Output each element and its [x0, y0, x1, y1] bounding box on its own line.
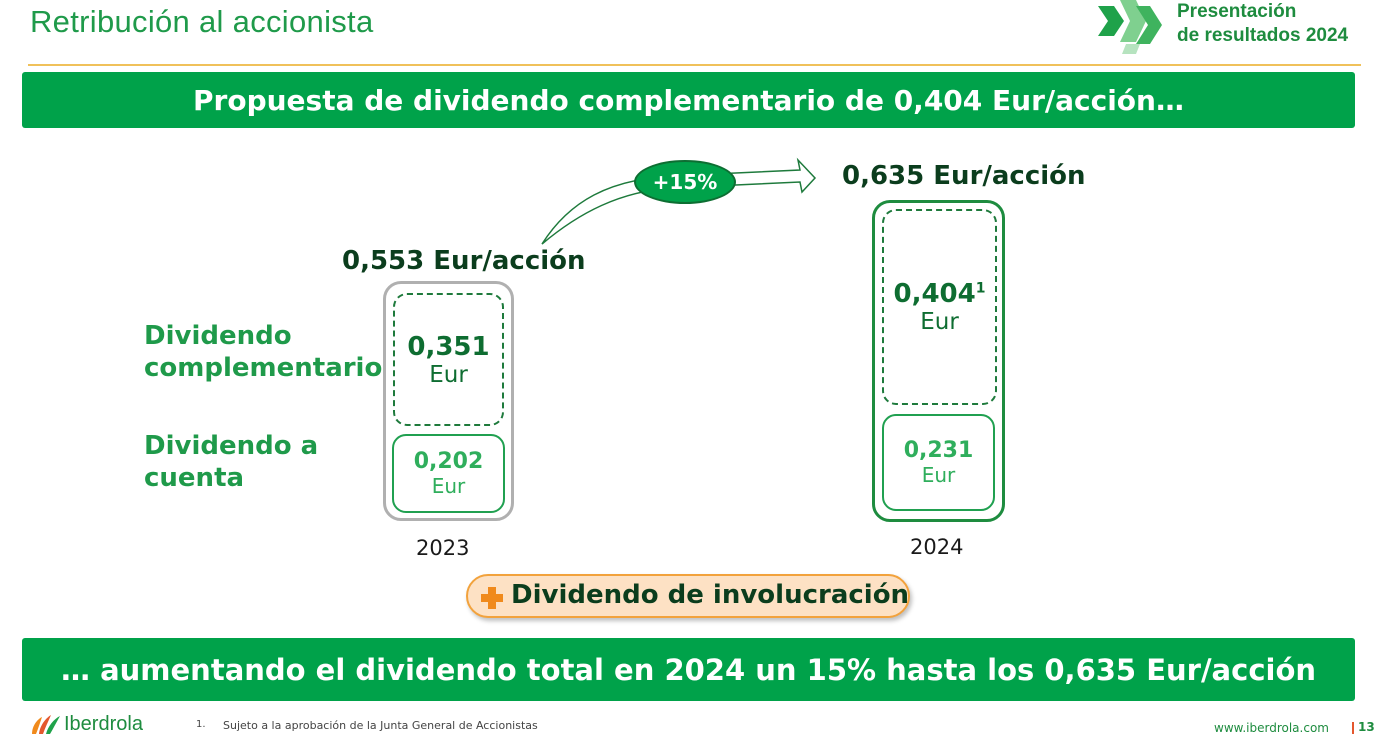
a-cuenta-box-2024: 0,231 Eur — [882, 414, 995, 511]
total-2024: 0,635 Eur/acción — [842, 161, 1086, 191]
involucracion-label: Dividendo de involucración — [511, 580, 910, 610]
page-title: Retribución al accionista — [30, 4, 374, 39]
legend-a-cuenta-line1: Dividendo a — [144, 431, 319, 461]
complementario-number-2024: 0,404 — [893, 279, 976, 309]
involucracion-pill: Dividendo de involucración — [466, 574, 910, 618]
leaf-logo-icon — [32, 715, 60, 734]
growth-arrow-icon — [541, 157, 817, 245]
total-2023: 0,553 Eur/acción — [342, 246, 586, 276]
logo-wordmark: Iberdrola — [64, 712, 143, 734]
page-divider — [1352, 722, 1354, 734]
complementario-box-2024: 0,4041 Eur — [882, 209, 997, 405]
complementario-unit-2023: Eur — [429, 361, 468, 388]
legend-a-cuenta-line2: cuenta — [144, 463, 245, 493]
website-link[interactable]: www.iberdrola.com — [1214, 721, 1329, 734]
legend-a-cuenta: Dividendo a cuenta — [144, 430, 318, 494]
legend-complementario-line2: complementario — [144, 353, 383, 383]
header-divider — [28, 64, 1361, 66]
footnote-marker: 1 — [975, 280, 986, 297]
a-cuenta-value-2023: 0,202 — [413, 449, 484, 474]
complementario-value-2024: 0,4041 — [894, 279, 986, 309]
complementario-unit-2024: Eur — [920, 309, 959, 335]
iberdrola-logo: Iberdrola — [30, 713, 143, 734]
a-cuenta-unit-2023: Eur — [431, 474, 466, 498]
year-label-2024: 2024 — [910, 535, 964, 559]
growth-badge: +15% — [634, 160, 736, 204]
badge-line-1: Presentación — [1177, 1, 1297, 22]
bottom-banner: … aumentando el dividendo total en 2024 … — [22, 638, 1355, 701]
complementario-box-2023: 0,351 Eur — [393, 293, 504, 426]
badge-line-2: de resultados 2024 — [1177, 25, 1349, 46]
a-cuenta-value-2024: 0,231 — [903, 438, 974, 463]
plus-icon — [481, 587, 503, 609]
dividend-column-2023: 0,351 Eur 0,202 Eur — [383, 281, 514, 521]
dividend-column-2024: 0,4041 Eur 0,231 Eur — [872, 200, 1005, 522]
footnote-number: 1. — [196, 719, 206, 730]
a-cuenta-box-2023: 0,202 Eur — [392, 434, 505, 513]
page-number: 13 — [1358, 720, 1375, 734]
year-label-2023: 2023 — [416, 536, 470, 560]
results-badge: Presentación de resultados 2024 — [1177, 0, 1348, 48]
legend-complementario-line1: Dividendo — [144, 321, 292, 351]
legend-complementario: Dividendo complementario — [144, 320, 382, 384]
chevrons-logo-icon — [1098, 0, 1162, 54]
complementario-value-2023: 0,351 — [407, 331, 490, 362]
footnote-text: Sujeto a la aprobación de la Junta Gener… — [223, 719, 538, 732]
top-banner: Propuesta de dividendo complementario de… — [22, 72, 1355, 128]
a-cuenta-unit-2024: Eur — [921, 463, 956, 487]
